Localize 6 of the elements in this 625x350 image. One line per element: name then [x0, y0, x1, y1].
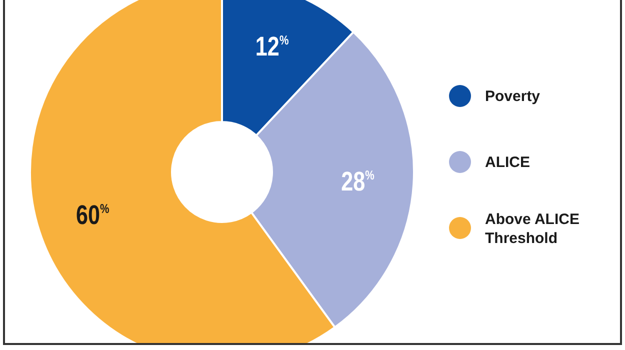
- legend-label: Poverty: [485, 88, 541, 105]
- data-label: 60$^{%}$: [76, 200, 110, 231]
- data-label: 28$^{%}$: [341, 167, 375, 198]
- data-label: 12$^{%}$: [255, 32, 290, 62]
- legend-label: ALICE: [485, 154, 530, 171]
- legend-label: Above ALICE Threshold: [485, 211, 580, 247]
